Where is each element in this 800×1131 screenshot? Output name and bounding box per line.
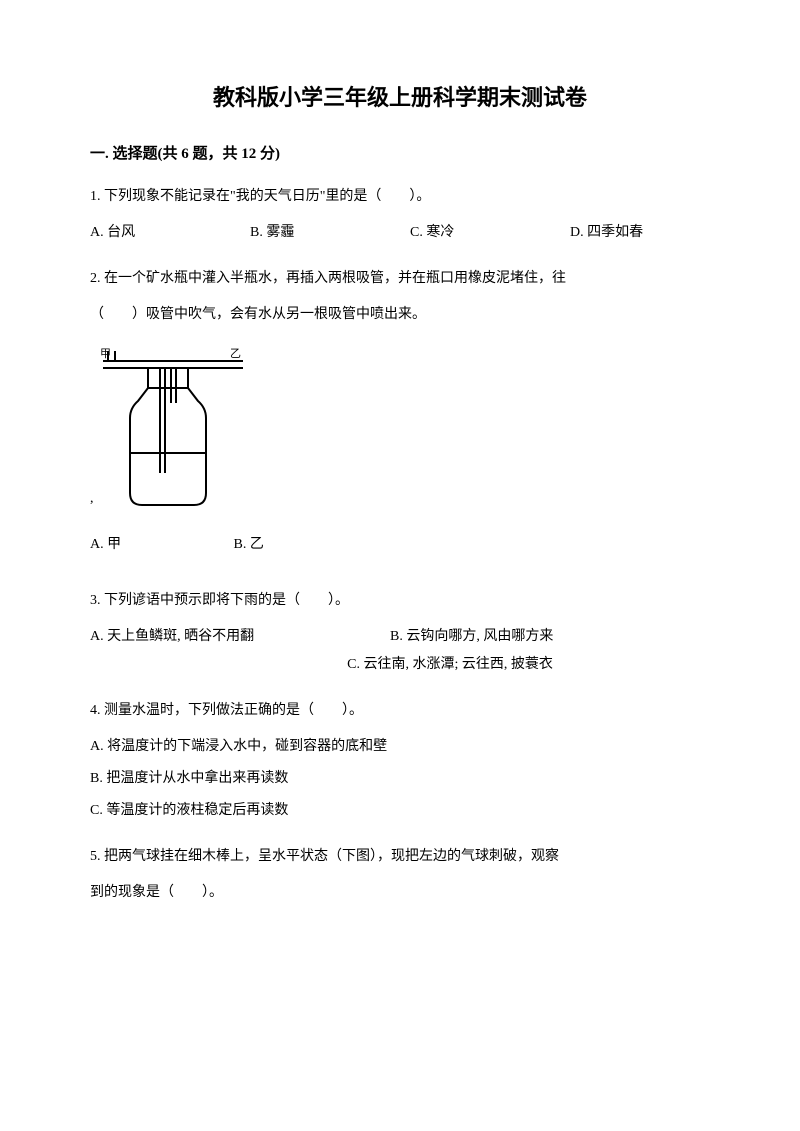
q4-option-c: C. 等温度计的液柱稳定后再读数: [90, 797, 710, 825]
q2-option-a: A. 甲: [90, 531, 230, 559]
question-2-line2: （ ）吸管中吹气，会有水从另一根吸管中喷出来。: [90, 301, 710, 329]
q1-option-b: B. 雾霾: [250, 219, 410, 247]
q3-option-c: C. 云往南, 水涨潭; 云往西, 披蓑衣: [190, 651, 710, 679]
question-1-options: A. 台风 B. 雾霾 C. 寒冷 D. 四季如春: [90, 219, 710, 247]
question-2-diagram: , 甲 乙: [90, 343, 710, 513]
svg-text:甲: 甲: [100, 348, 111, 360]
page-title: 教科版小学三年级上册科学期末测试卷: [90, 80, 710, 112]
question-1-text: 1. 下列现象不能记录在"我的天气日历"里的是（ ）。: [90, 183, 710, 211]
bottle-diagram-icon: 甲 乙: [98, 343, 248, 513]
question-2-options: A. 甲 B. 乙: [90, 531, 710, 559]
question-5: 5. 把两气球挂在细木棒上，呈水平状态（下图），现把左边的气球刺破，观察 到的现…: [90, 843, 710, 907]
q2-option-b: B. 乙: [234, 531, 264, 559]
question-5-line1: 5. 把两气球挂在细木棒上，呈水平状态（下图），现把左边的气球刺破，观察: [90, 843, 710, 871]
q1-option-a: A. 台风: [90, 219, 250, 247]
question-3-options-row2: C. 云往南, 水涨潭; 云往西, 披蓑衣: [90, 651, 710, 679]
question-5-line2: 到的现象是（ ）。: [90, 879, 710, 907]
question-1: 1. 下列现象不能记录在"我的天气日历"里的是（ ）。 A. 台风 B. 雾霾 …: [90, 183, 710, 247]
question-4-text: 4. 测量水温时，下列做法正确的是（ ）。: [90, 697, 710, 725]
question-3-options-row1: A. 天上鱼鳞斑, 晒谷不用翻 B. 云钩向哪方, 风由哪方来: [90, 623, 710, 651]
q4-option-a: A. 将温度计的下端浸入水中，碰到容器的底和壁: [90, 733, 710, 761]
q1-option-d: D. 四季如春: [570, 219, 710, 247]
q3-option-a: A. 天上鱼鳞斑, 晒谷不用翻: [90, 623, 390, 651]
q1-option-c: C. 寒冷: [410, 219, 570, 247]
question-2-line1: 2. 在一个矿水瓶中灌入半瓶水，再插入两根吸管，并在瓶口用橡皮泥堵住，往: [90, 265, 710, 293]
diagram-comma: ,: [90, 485, 94, 513]
question-4: 4. 测量水温时，下列做法正确的是（ ）。 A. 将温度计的下端浸入水中，碰到容…: [90, 697, 710, 825]
question-3: 3. 下列谚语中预示即将下雨的是（ ）。 A. 天上鱼鳞斑, 晒谷不用翻 B. …: [90, 587, 710, 679]
question-3-text: 3. 下列谚语中预示即将下雨的是（ ）。: [90, 587, 710, 615]
section-header: 一. 选择题(共 6 题，共 12 分): [90, 142, 710, 163]
q4-option-b: B. 把温度计从水中拿出来再读数: [90, 765, 710, 793]
svg-text:乙: 乙: [230, 347, 241, 360]
question-2: 2. 在一个矿水瓶中灌入半瓶水，再插入两根吸管，并在瓶口用橡皮泥堵住，往 （ ）…: [90, 265, 710, 559]
q3-option-b: B. 云钩向哪方, 风由哪方来: [390, 623, 710, 651]
